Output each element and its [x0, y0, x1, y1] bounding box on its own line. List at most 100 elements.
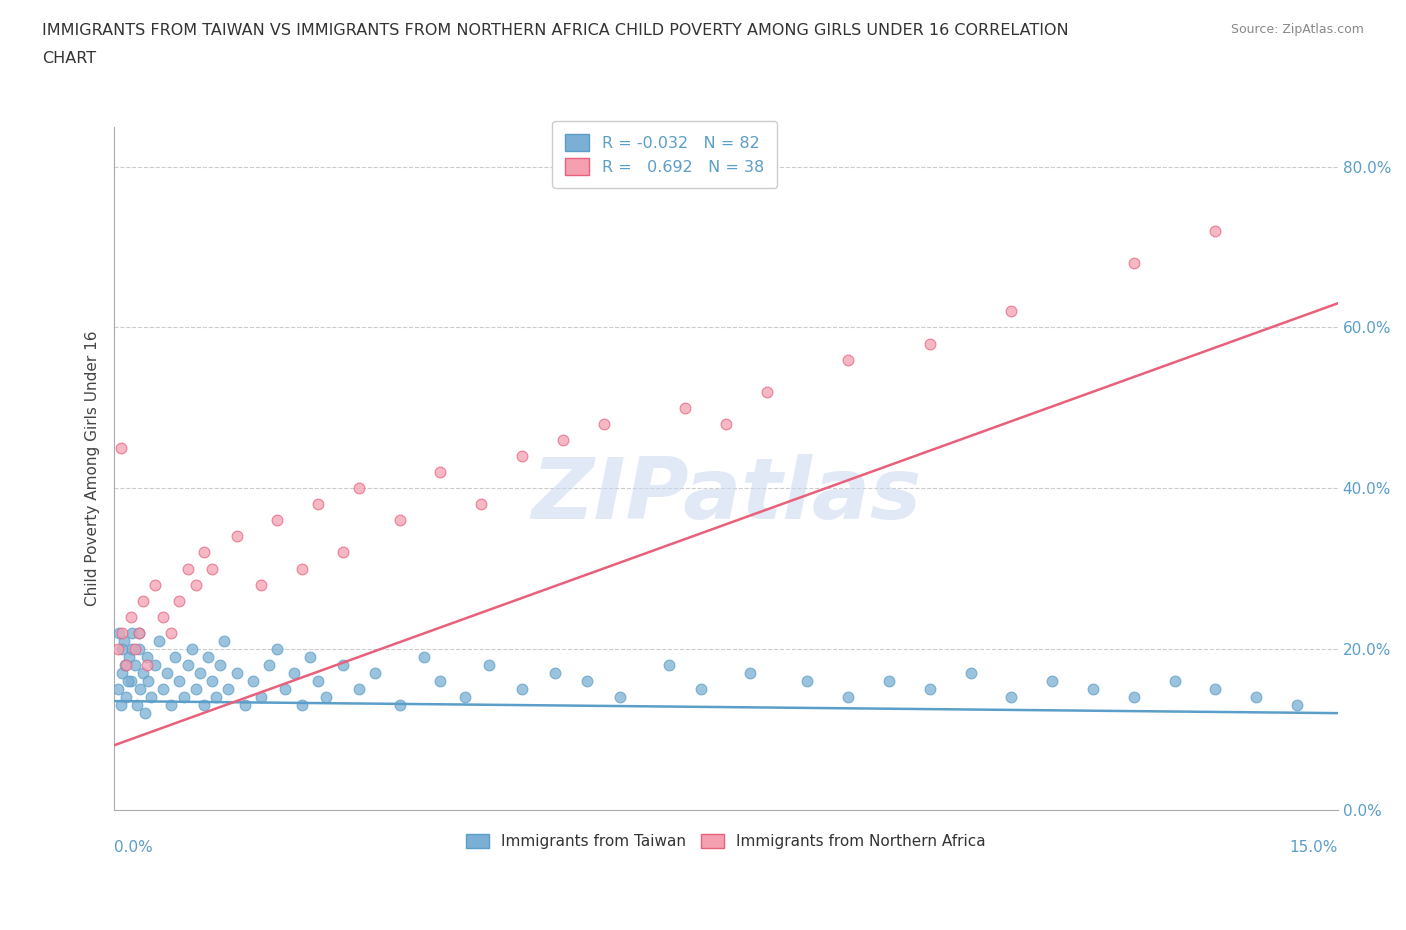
- Point: [193, 545, 215, 560]
- Text: IMMIGRANTS FROM TAIWAN VS IMMIGRANTS FROM NORTHERN AFRICA CHILD POVERTY AMONG GI: IMMIGRANTS FROM TAIWAN VS IMMIGRANTS FRO…: [42, 23, 1069, 38]
- Point: [307, 673, 329, 688]
- Point: [114, 658, 136, 672]
- Point: [918, 336, 941, 351]
- Point: [543, 666, 565, 681]
- Point: [257, 658, 280, 672]
- Point: [673, 401, 696, 416]
- Point: [135, 658, 157, 672]
- Point: [429, 465, 451, 480]
- Point: [128, 642, 150, 657]
- Point: [176, 658, 198, 672]
- Point: [152, 682, 174, 697]
- Point: [188, 666, 211, 681]
- Point: [193, 698, 215, 712]
- Point: [124, 642, 146, 657]
- Point: [388, 512, 411, 527]
- Point: [429, 673, 451, 688]
- Point: [180, 642, 202, 657]
- Point: [1122, 690, 1144, 705]
- Point: [217, 682, 239, 697]
- Point: [201, 673, 224, 688]
- Point: [107, 682, 129, 697]
- Point: [332, 658, 354, 672]
- Point: [266, 512, 288, 527]
- Point: [135, 649, 157, 664]
- Text: CHART: CHART: [42, 51, 96, 66]
- Point: [551, 432, 574, 447]
- Point: [110, 642, 132, 657]
- Point: [454, 690, 477, 705]
- Y-axis label: Child Poverty Among Girls Under 16: Child Poverty Among Girls Under 16: [86, 330, 100, 605]
- Point: [121, 642, 143, 657]
- Point: [125, 698, 148, 712]
- Point: [121, 625, 143, 640]
- Point: [347, 481, 370, 496]
- Point: [225, 529, 247, 544]
- Point: [250, 578, 273, 592]
- Point: [307, 497, 329, 512]
- Point: [214, 633, 236, 648]
- Point: [132, 666, 155, 681]
- Point: [576, 673, 599, 688]
- Point: [128, 625, 150, 640]
- Point: [388, 698, 411, 712]
- Point: [176, 561, 198, 576]
- Point: [266, 642, 288, 657]
- Point: [111, 666, 134, 681]
- Point: [959, 666, 981, 681]
- Point: [111, 625, 134, 640]
- Point: [510, 682, 533, 697]
- Text: ZIPatlas: ZIPatlas: [531, 454, 921, 537]
- Point: [160, 625, 183, 640]
- Point: [134, 706, 156, 721]
- Point: [132, 593, 155, 608]
- Point: [169, 593, 191, 608]
- Point: [1163, 673, 1185, 688]
- Text: 0.0%: 0.0%: [114, 840, 153, 855]
- Point: [115, 690, 138, 705]
- Point: [714, 417, 737, 432]
- Text: Source: ZipAtlas.com: Source: ZipAtlas.com: [1230, 23, 1364, 36]
- Point: [209, 658, 232, 672]
- Point: [1000, 304, 1022, 319]
- Point: [118, 649, 141, 664]
- Point: [138, 673, 160, 688]
- Point: [242, 673, 264, 688]
- Point: [1244, 690, 1267, 705]
- Point: [128, 625, 150, 640]
- Point: [225, 666, 247, 681]
- Point: [837, 352, 859, 367]
- Point: [918, 682, 941, 697]
- Point: [129, 682, 152, 697]
- Point: [120, 609, 142, 624]
- Point: [148, 633, 170, 648]
- Point: [205, 690, 228, 705]
- Point: [139, 690, 162, 705]
- Point: [201, 561, 224, 576]
- Point: [315, 690, 337, 705]
- Point: [124, 658, 146, 672]
- Point: [115, 658, 138, 672]
- Point: [112, 633, 135, 648]
- Text: 15.0%: 15.0%: [1289, 840, 1337, 855]
- Point: [413, 649, 436, 664]
- Point: [470, 497, 492, 512]
- Point: [592, 417, 614, 432]
- Point: [291, 698, 314, 712]
- Point: [1204, 223, 1226, 238]
- Point: [877, 673, 900, 688]
- Point: [332, 545, 354, 560]
- Point: [197, 649, 219, 664]
- Point: [110, 441, 132, 456]
- Point: [1000, 690, 1022, 705]
- Point: [1040, 673, 1063, 688]
- Point: [143, 658, 166, 672]
- Point: [110, 698, 132, 712]
- Point: [291, 561, 314, 576]
- Point: [173, 690, 195, 705]
- Legend: Immigrants from Taiwan, Immigrants from Northern Africa: Immigrants from Taiwan, Immigrants from …: [458, 826, 994, 857]
- Point: [152, 609, 174, 624]
- Point: [1122, 256, 1144, 271]
- Point: [510, 448, 533, 463]
- Point: [347, 682, 370, 697]
